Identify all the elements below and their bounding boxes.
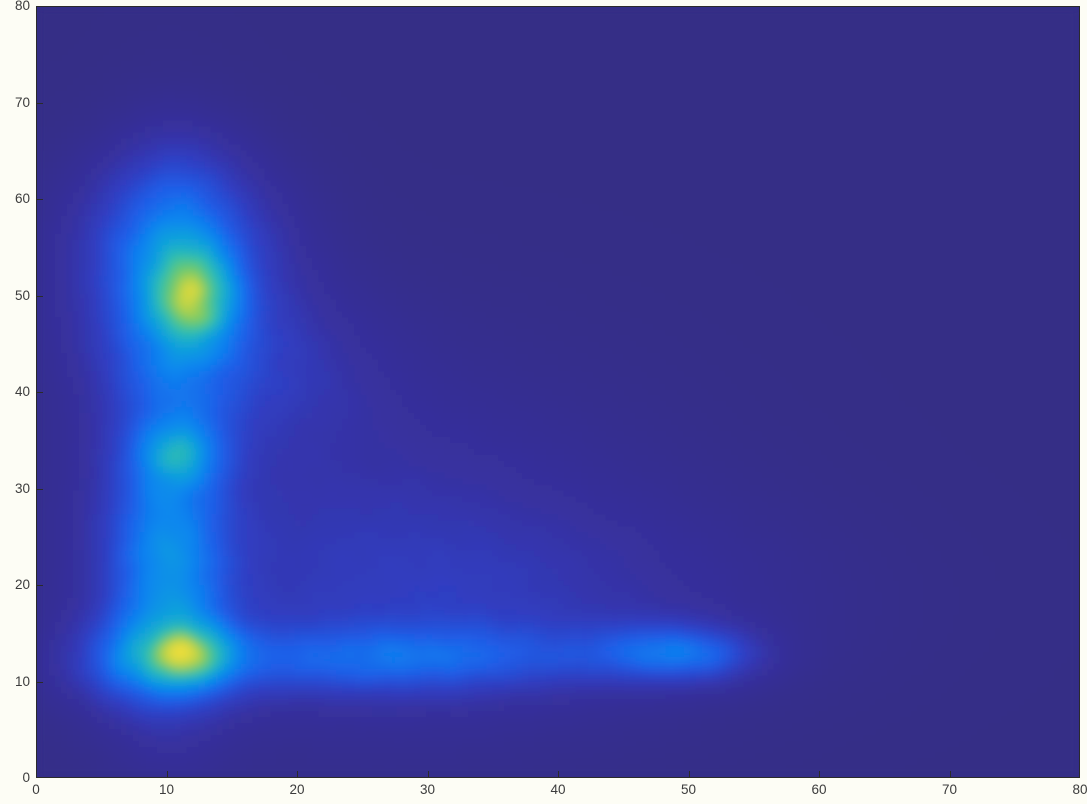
- y-tick-mark: [36, 585, 43, 586]
- x-tick-label: 10: [159, 783, 174, 797]
- x-tick-mark: [167, 771, 168, 778]
- y-tick-mark: [36, 199, 43, 200]
- y-tick-label: 30: [2, 481, 30, 496]
- x-tick-mark: [950, 771, 951, 778]
- x-tick-label: 30: [420, 783, 435, 797]
- x-tick-label: 80: [1072, 783, 1087, 797]
- y-tick-label: 40: [2, 385, 30, 399]
- y-tick-mark: [36, 682, 43, 683]
- y-tick-label: 60: [2, 192, 30, 206]
- x-tick-label: 20: [289, 783, 304, 797]
- plot-axes[interactable]: [36, 6, 1080, 778]
- y-tick-label: 10: [2, 674, 30, 689]
- y-tick-label: 70: [2, 95, 30, 110]
- y-tick-mark: [36, 103, 43, 104]
- y-tick-label: 0: [2, 771, 30, 785]
- density-heatmap: [37, 7, 1079, 777]
- x-tick-label: 0: [32, 783, 40, 797]
- x-tick-label: 40: [550, 783, 565, 797]
- x-tick-label: 50: [681, 783, 696, 797]
- x-tick-mark: [428, 771, 429, 778]
- y-tick-mark: [36, 296, 43, 297]
- x-tick-mark: [297, 771, 298, 778]
- x-tick-mark: [558, 771, 559, 778]
- y-tick-label: 50: [2, 288, 30, 303]
- y-tick-mark: [36, 392, 43, 393]
- x-tick-mark: [689, 771, 690, 778]
- x-tick-label: 60: [811, 783, 826, 797]
- y-tick-mark: [36, 489, 43, 490]
- x-tick-mark: [819, 771, 820, 778]
- y-tick-label: 80: [2, 0, 30, 13]
- y-tick-label: 20: [2, 578, 30, 592]
- x-tick-label: 70: [942, 783, 957, 797]
